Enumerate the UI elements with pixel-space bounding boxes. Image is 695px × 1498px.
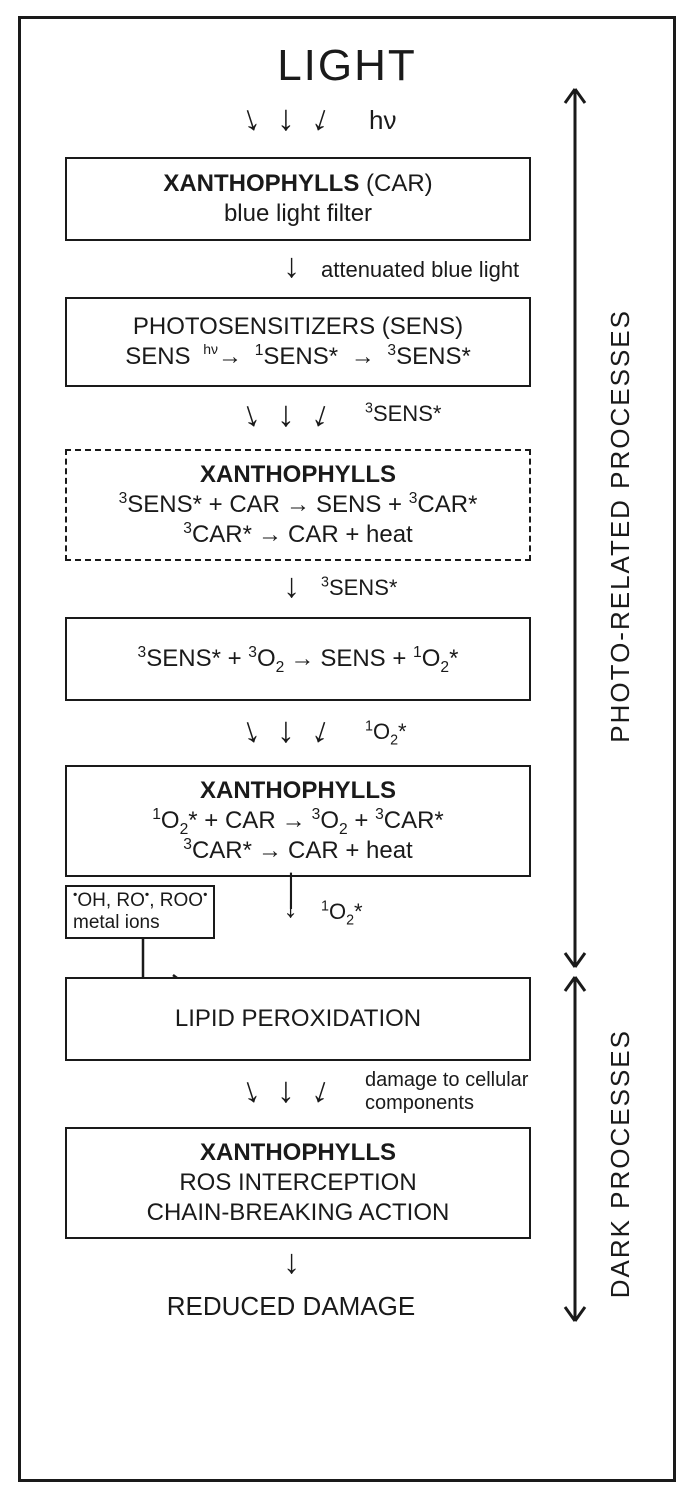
box-xanthophylls-quench-o2: XANTHOPHYLLS 1O2* + CAR→3O2 + 3CAR* 3CAR… — [65, 765, 531, 877]
diagram-frame: LIGHT ↓ ↓ ↓ hν XANTHOPHYLLS (CAR) blue l… — [18, 16, 676, 1482]
bracket-photo — [561, 89, 591, 967]
arrow-2: ↓ — [283, 567, 300, 606]
hv-label: hν — [369, 105, 396, 136]
arrow-4: ↓ — [283, 1243, 300, 1282]
label-damage: damage to cellularcomponents — [365, 1069, 528, 1115]
arrows-sens: ↓ ↓ ↓ — [231, 393, 351, 437]
label-dark-processes: DARK PROCESSES — [605, 1029, 636, 1298]
label-o2-1b: 1O2* — [321, 899, 363, 925]
box-photosensitizers: PHOTOSENSITIZERS (SENS) SENS hν→ 1SENS* … — [65, 297, 531, 387]
label-o2-1: 1O2* — [365, 719, 407, 745]
label-attenuated: attenuated blue light — [321, 257, 519, 283]
bracket-dark — [561, 977, 591, 1321]
label-sens3-b: 3SENS* — [321, 575, 397, 601]
arrows-light: ↓ ↓ ↓ — [231, 97, 351, 141]
arrows-o2: ↓ ↓ ↓ — [231, 709, 351, 753]
arrow-1: ↓ — [283, 247, 300, 286]
title-light: LIGHT — [21, 41, 673, 91]
box-singlet-oxygen-gen: 3SENS* + 3O2→SENS + 1O2* — [65, 617, 531, 701]
arrows-damage: ↓ ↓ ↓ — [231, 1069, 351, 1113]
text-reduced-damage: REDUCED DAMAGE — [21, 1291, 561, 1322]
box-xanthophylls-filter: XANTHOPHYLLS (CAR) blue light filter — [65, 157, 531, 241]
box-xanthophylls-ros: XANTHOPHYLLS ROS INTERCEPTION CHAIN-BREA… — [65, 1127, 531, 1239]
arrow-3: │↓ — [283, 883, 302, 916]
label-sens3-a: 3SENS* — [365, 401, 441, 427]
label-photo-processes: PHOTO-RELATED PROCESSES — [605, 309, 636, 743]
box-radicals: •OH, RO•, ROO• metal ions — [65, 885, 215, 939]
box-lipid-peroxidation: LIPID PEROXIDATION — [65, 977, 531, 1061]
box-xanthophylls-quench-sens: XANTHOPHYLLS 3SENS* + CAR→SENS + 3CAR* 3… — [65, 449, 531, 561]
